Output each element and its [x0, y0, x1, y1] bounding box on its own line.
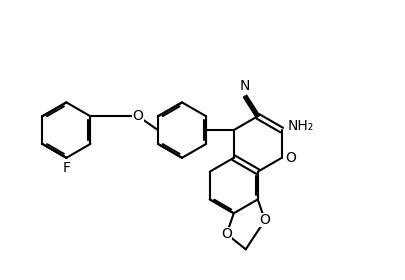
- Text: NH₂: NH₂: [287, 119, 313, 133]
- Text: O: O: [132, 109, 143, 123]
- Text: O: O: [221, 227, 232, 241]
- Text: O: O: [259, 213, 270, 227]
- Text: F: F: [62, 161, 70, 175]
- Text: O: O: [284, 151, 295, 165]
- Text: N: N: [239, 79, 250, 93]
